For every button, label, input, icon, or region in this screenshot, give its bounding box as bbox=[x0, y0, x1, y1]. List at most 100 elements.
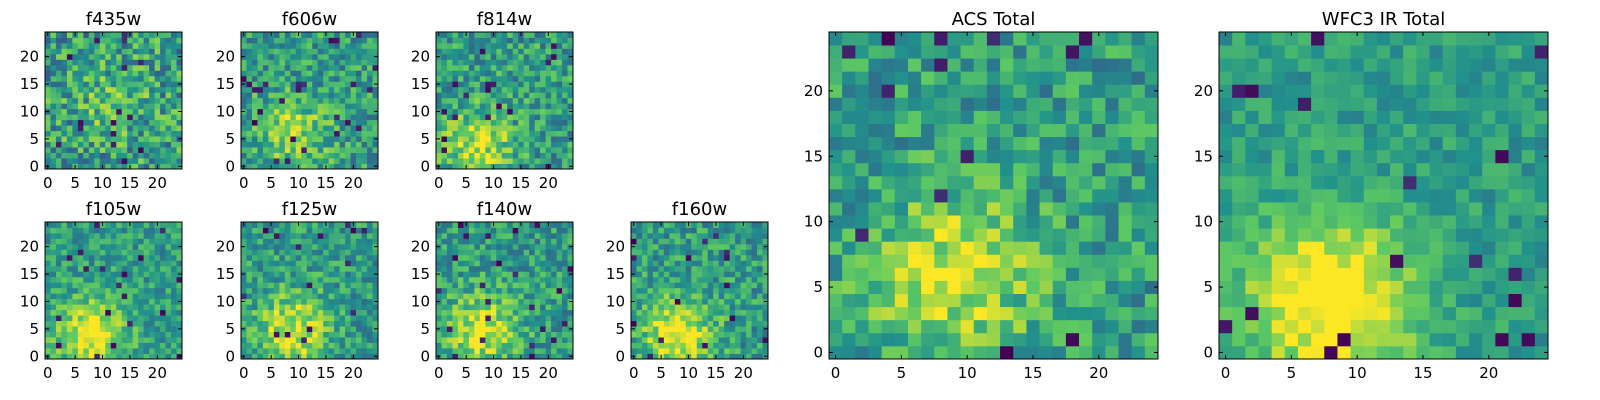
heatmap-cell bbox=[446, 238, 453, 245]
heatmap-cell bbox=[290, 163, 297, 170]
heatmap-cell bbox=[740, 331, 747, 338]
heatmap-cell bbox=[105, 53, 112, 60]
heatmap-cell bbox=[457, 249, 464, 256]
y-tick-label: 10 bbox=[216, 102, 235, 120]
heatmap-cell bbox=[680, 342, 687, 349]
heatmap-cell bbox=[171, 136, 177, 142]
heatmap-cell bbox=[523, 304, 530, 311]
heatmap-cell bbox=[317, 48, 324, 55]
heatmap-cell bbox=[631, 282, 637, 289]
heatmap-cell bbox=[262, 315, 269, 322]
heatmap-cell bbox=[523, 293, 530, 300]
heatmap-cell bbox=[262, 92, 269, 99]
heatmap-cell bbox=[485, 287, 492, 294]
heatmap-cell bbox=[696, 282, 703, 289]
heatmap-cell bbox=[66, 331, 73, 338]
heatmap-cell bbox=[507, 108, 514, 115]
heatmap-cell bbox=[268, 53, 275, 60]
heatmap-cell bbox=[279, 227, 286, 234]
heatmap-cell bbox=[99, 320, 106, 327]
heatmap-cell bbox=[176, 42, 183, 49]
heatmap-cell bbox=[350, 114, 357, 121]
heatmap-cell bbox=[339, 42, 346, 49]
heatmap-cell bbox=[685, 227, 692, 234]
heatmap-cell bbox=[1013, 293, 1027, 308]
heatmap-cell bbox=[540, 136, 546, 142]
heatmap-cell bbox=[1039, 254, 1054, 268]
heatmap-cell bbox=[534, 125, 541, 132]
heatmap-cell bbox=[663, 254, 670, 261]
heatmap-cell bbox=[284, 158, 291, 164]
heatmap-cell bbox=[746, 232, 752, 239]
heatmap-cell bbox=[301, 243, 308, 250]
heatmap-cell bbox=[436, 331, 442, 338]
heatmap-cell bbox=[339, 222, 346, 228]
heatmap-cell bbox=[143, 59, 150, 66]
heatmap-cell bbox=[116, 320, 123, 327]
heatmap-cell bbox=[328, 271, 335, 278]
heatmap-cell bbox=[507, 125, 514, 132]
axes-frame bbox=[240, 31, 379, 170]
heatmap-cell bbox=[746, 353, 752, 360]
heatmap-cell bbox=[680, 348, 687, 354]
heatmap-cell bbox=[323, 48, 330, 55]
heatmap-cell bbox=[251, 238, 258, 245]
heatmap-cell bbox=[556, 119, 563, 126]
heatmap-cell bbox=[257, 348, 264, 354]
heatmap-cell bbox=[735, 337, 741, 343]
heatmap-cell bbox=[1039, 241, 1054, 255]
heatmap-cell bbox=[702, 271, 709, 278]
heatmap-cell bbox=[290, 254, 297, 261]
heatmap-cell bbox=[361, 238, 368, 245]
heatmap-cell bbox=[512, 249, 519, 256]
heatmap-cell bbox=[328, 222, 335, 228]
heatmap-cell bbox=[973, 254, 988, 268]
heatmap-cell bbox=[562, 265, 568, 272]
heatmap-cell bbox=[757, 342, 763, 349]
heatmap-cell bbox=[1052, 175, 1067, 190]
heatmap-cell bbox=[132, 37, 139, 44]
heatmap-cell bbox=[685, 282, 692, 289]
heatmap-cell bbox=[72, 59, 79, 66]
heatmap-cell bbox=[55, 64, 62, 71]
heatmap-cell bbox=[446, 293, 453, 300]
heatmap-cell bbox=[855, 228, 869, 242]
heatmap-cell bbox=[257, 42, 264, 49]
heatmap-cell bbox=[556, 48, 563, 55]
heatmap-cell bbox=[306, 243, 313, 250]
heatmap-cell bbox=[77, 282, 84, 289]
heatmap-cell bbox=[556, 326, 563, 332]
y-tick-label: 20 bbox=[20, 238, 39, 256]
heatmap-cell bbox=[529, 287, 536, 294]
heatmap-cell bbox=[452, 315, 459, 322]
heatmap-cell bbox=[474, 238, 481, 245]
heatmap-cell bbox=[529, 249, 536, 256]
heatmap-cell bbox=[1144, 228, 1159, 242]
heatmap-cell bbox=[713, 254, 720, 261]
heatmap-cells bbox=[436, 222, 574, 360]
heatmap-cell bbox=[356, 130, 362, 137]
heatmap-cell bbox=[496, 304, 503, 311]
heatmap-cell bbox=[855, 202, 869, 216]
heatmap-cell bbox=[842, 202, 856, 216]
heatmap-cell bbox=[718, 348, 725, 354]
heatmap-cell bbox=[143, 42, 150, 49]
heatmap-cell bbox=[479, 271, 486, 278]
heatmap-cell bbox=[55, 348, 62, 354]
heatmap-cell bbox=[154, 136, 161, 142]
heatmap-cell bbox=[284, 249, 291, 256]
heatmap-cell bbox=[751, 304, 758, 311]
heatmap-cell bbox=[176, 232, 183, 239]
heatmap-cell bbox=[501, 282, 508, 289]
heatmap-cell bbox=[496, 232, 503, 239]
heatmap-cell bbox=[279, 141, 286, 148]
heatmap-cell bbox=[641, 326, 648, 332]
heatmap-cell bbox=[540, 243, 546, 250]
heatmap-cell bbox=[934, 332, 948, 347]
heatmap-cell bbox=[1052, 345, 1067, 360]
heatmap-cell bbox=[323, 97, 330, 104]
heatmap-cell bbox=[647, 232, 654, 239]
heatmap-cell bbox=[868, 215, 883, 229]
heatmap-cell bbox=[868, 228, 883, 242]
heatmap-cell bbox=[273, 75, 280, 82]
